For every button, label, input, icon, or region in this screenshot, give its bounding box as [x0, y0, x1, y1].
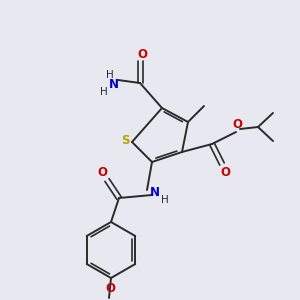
Text: O: O: [105, 283, 115, 296]
Text: O: O: [97, 166, 107, 178]
Text: H: H: [161, 195, 169, 205]
Text: H: H: [100, 87, 108, 97]
Text: O: O: [220, 166, 230, 178]
Text: N: N: [109, 79, 119, 92]
Text: O: O: [232, 118, 242, 131]
Text: O: O: [137, 47, 147, 61]
Text: S: S: [121, 134, 129, 148]
Text: H: H: [106, 70, 114, 80]
Text: N: N: [150, 187, 160, 200]
